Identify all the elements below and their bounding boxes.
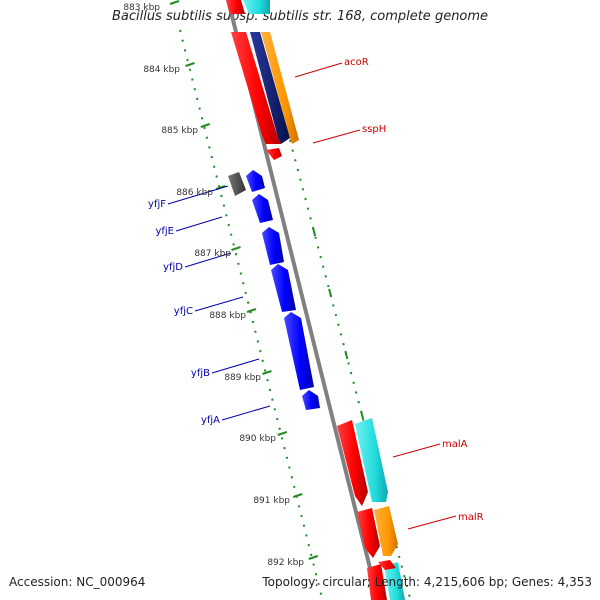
- tick-label-883: 883 kbp: [123, 3, 160, 13]
- label-line-yfjD: [184, 252, 232, 268]
- kbp-tick-mark: [185, 62, 195, 67]
- tick-label-886: 886 kbp: [176, 188, 213, 198]
- label-line-yfjE: [175, 216, 223, 232]
- gene-label-sspH: sspH: [362, 124, 386, 135]
- gene-malR: [374, 506, 398, 556]
- gene-bottom-cyan: [384, 562, 405, 600]
- kbp-tick-mark-right: [312, 227, 317, 237]
- label-line-yfjB: [211, 358, 260, 374]
- label-line-yfjC: [194, 296, 244, 312]
- gene-label-acoR: acoR: [344, 57, 369, 68]
- gene-yfjC-a: [271, 264, 296, 312]
- gene-malR-red: [357, 508, 380, 558]
- gene-block-cyan-top: [243, 0, 270, 14]
- gene-block-navy-top: [250, 32, 290, 144]
- gene-yfjD: [262, 227, 284, 265]
- kbp-tick-mark: [200, 123, 211, 128]
- tick-label-890: 890 kbp: [239, 434, 276, 444]
- kbp-tick-mark: [231, 246, 241, 251]
- gene-block-red-top: [231, 32, 281, 144]
- tick-label-887: 887 kbp: [194, 249, 231, 259]
- left-tick-guide: [179, 29, 323, 599]
- label-line-malR: [407, 515, 457, 530]
- gene-yfjA: [302, 390, 320, 410]
- tick-label-889: 889 kbp: [224, 373, 261, 383]
- gene-bottom-red-2: [378, 560, 396, 570]
- kbp-tick-mark: [292, 493, 303, 498]
- kbp-tick-mark: [169, 0, 180, 5]
- tick-label-884: 884 kbp: [143, 65, 180, 75]
- gene-block-red-topcap: [226, 0, 245, 14]
- gene-label-yfjC: yfjC: [174, 306, 193, 317]
- gene-label-yfjF: yfjF: [148, 199, 166, 210]
- gene-label-yfjE: yfjE: [155, 226, 174, 237]
- label-line-yfjF: [167, 185, 229, 205]
- kbp-tick-mark: [246, 308, 257, 313]
- gene-label-malR: malR: [458, 512, 484, 523]
- gene-yfjF-b: [246, 170, 265, 192]
- label-line-malA: [392, 443, 441, 458]
- gene-malA-cyan: [355, 418, 388, 502]
- kbp-tick-mark: [215, 185, 226, 190]
- gene-label-yfjA: yfjA: [201, 415, 220, 426]
- gene-label-yfjD: yfjD: [163, 262, 183, 273]
- kbp-tick-mark: [308, 555, 319, 560]
- label-line-acoR: [294, 62, 343, 78]
- kbp-tick-mark-right: [328, 288, 333, 298]
- gene-sspH: [266, 148, 282, 160]
- label-line-yfjA: [221, 405, 271, 421]
- kbp-tick-mark-right: [360, 411, 365, 421]
- tick-label-891: 891 kbp: [253, 496, 290, 506]
- gene-bottom-red: [367, 564, 387, 600]
- gene-acoR: [261, 32, 299, 144]
- tick-label-892: 892 kbp: [267, 558, 304, 568]
- gene-label-malA: malA: [442, 439, 468, 450]
- kbp-tick-mark-right: [344, 350, 349, 360]
- gene-yfjC-b: [284, 312, 314, 390]
- map-title: Bacillus subtilis subsp. subtilis str. 1…: [111, 9, 489, 24]
- gene-label-yfjB: yfjB: [191, 368, 210, 379]
- gene-malA: [337, 420, 368, 506]
- tick-label-888: 888 kbp: [209, 311, 246, 321]
- gene-yfjE: [252, 194, 273, 223]
- gene-yfjF: [228, 172, 246, 196]
- genome-summary-text: Topology: circular; Length: 4,215,606 bp…: [262, 575, 592, 589]
- kbp-tick-mark: [277, 431, 288, 436]
- tick-label-885: 885 kbp: [161, 126, 198, 136]
- kbp-tick-mark: [262, 370, 272, 375]
- accession-text: Accession: NC_000964: [9, 575, 146, 589]
- label-line-sspH: [312, 129, 361, 144]
